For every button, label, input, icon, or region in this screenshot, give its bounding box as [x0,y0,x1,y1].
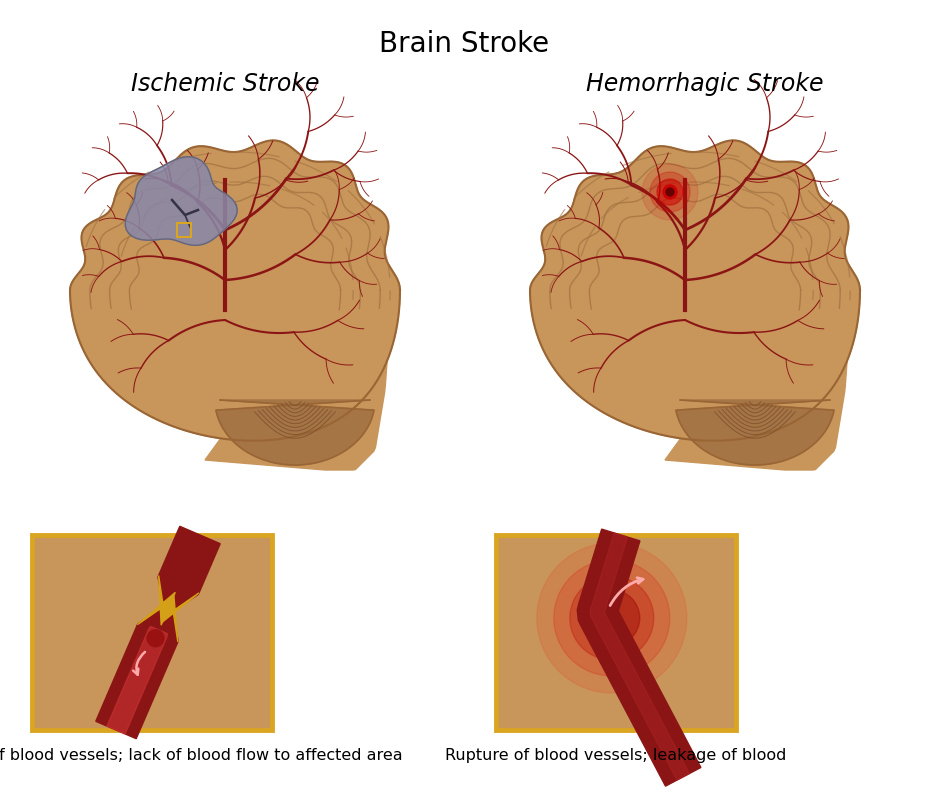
Circle shape [569,576,654,660]
Bar [32,535,272,730]
Circle shape [649,172,690,212]
Text: Hemorrhagic Stroke: Hemorrhagic Stroke [586,72,823,96]
Circle shape [536,543,686,693]
Circle shape [553,560,669,676]
Text: Brain Stroke: Brain Stroke [378,30,549,58]
Bar [177,223,191,237]
Polygon shape [675,400,833,465]
Polygon shape [107,626,167,734]
Circle shape [666,188,673,196]
Circle shape [656,179,682,205]
Polygon shape [137,575,175,625]
Polygon shape [162,593,198,642]
Circle shape [583,590,639,646]
Text: Blockage of blood vessels; lack of blood flow to affected area: Blockage of blood vessels; lack of blood… [0,748,402,763]
Polygon shape [125,157,237,246]
Polygon shape [70,140,400,441]
Circle shape [662,185,677,199]
Text: Ischemic Stroke: Ischemic Stroke [131,72,319,96]
Polygon shape [590,533,689,780]
Bar [495,535,735,730]
Circle shape [641,164,697,220]
Polygon shape [205,240,389,470]
Polygon shape [665,240,849,470]
Polygon shape [529,140,859,441]
Circle shape [147,630,164,646]
Polygon shape [216,400,374,465]
Text: Rupture of blood vessels; leakage of blood: Rupture of blood vessels; leakage of blo… [445,748,786,763]
Polygon shape [577,529,700,786]
Polygon shape [95,526,220,738]
